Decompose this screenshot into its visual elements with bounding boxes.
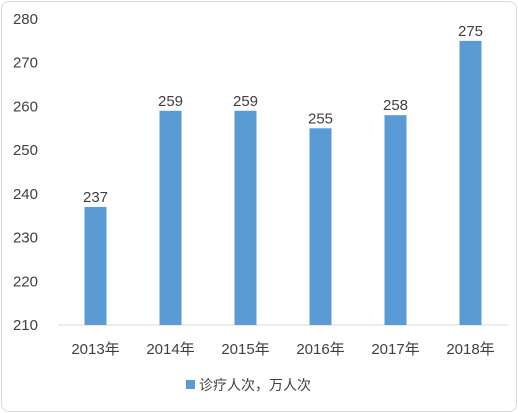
bar [459,40,482,325]
y-tick-label: 210 [13,317,38,334]
y-tick-label: 280 [13,11,38,28]
legend: 诊疗人次，万人次 [186,378,311,394]
bar [309,128,332,325]
x-tick-label: 2016年 [296,341,344,358]
x-axis-ticks: 2013年 2014年 2015年 2016年 2017年 2018年 [71,341,494,358]
data-label: 255 [308,110,333,127]
x-tick-label: 2018年 [446,341,494,358]
bar [234,110,257,325]
data-label: 237 [83,189,108,206]
y-tick-label: 270 [13,55,38,72]
y-tick-label: 250 [13,142,38,159]
y-tick-label: 260 [13,98,38,115]
data-labels: 237 259 259 255 258 275 [83,23,483,206]
y-tick-label: 220 [13,273,38,290]
x-tick-label: 2015年 [221,341,269,358]
y-axis-ticks: 210 220 230 240 250 260 270 280 [13,11,38,334]
bar [84,206,107,325]
data-label: 258 [383,97,408,114]
bar-series [84,40,482,326]
legend-swatch [186,380,195,389]
y-tick-label: 230 [13,230,38,247]
x-tick-label: 2013年 [71,341,119,358]
legend-label: 诊疗人次，万人次 [199,378,311,394]
x-tick-label: 2014年 [146,341,194,358]
data-label: 275 [458,23,483,40]
y-tick-label: 240 [13,186,38,203]
data-label: 259 [233,93,258,110]
bar [384,115,407,326]
bar [159,110,182,325]
data-label: 259 [158,93,183,110]
x-tick-label: 2017年 [371,341,419,358]
